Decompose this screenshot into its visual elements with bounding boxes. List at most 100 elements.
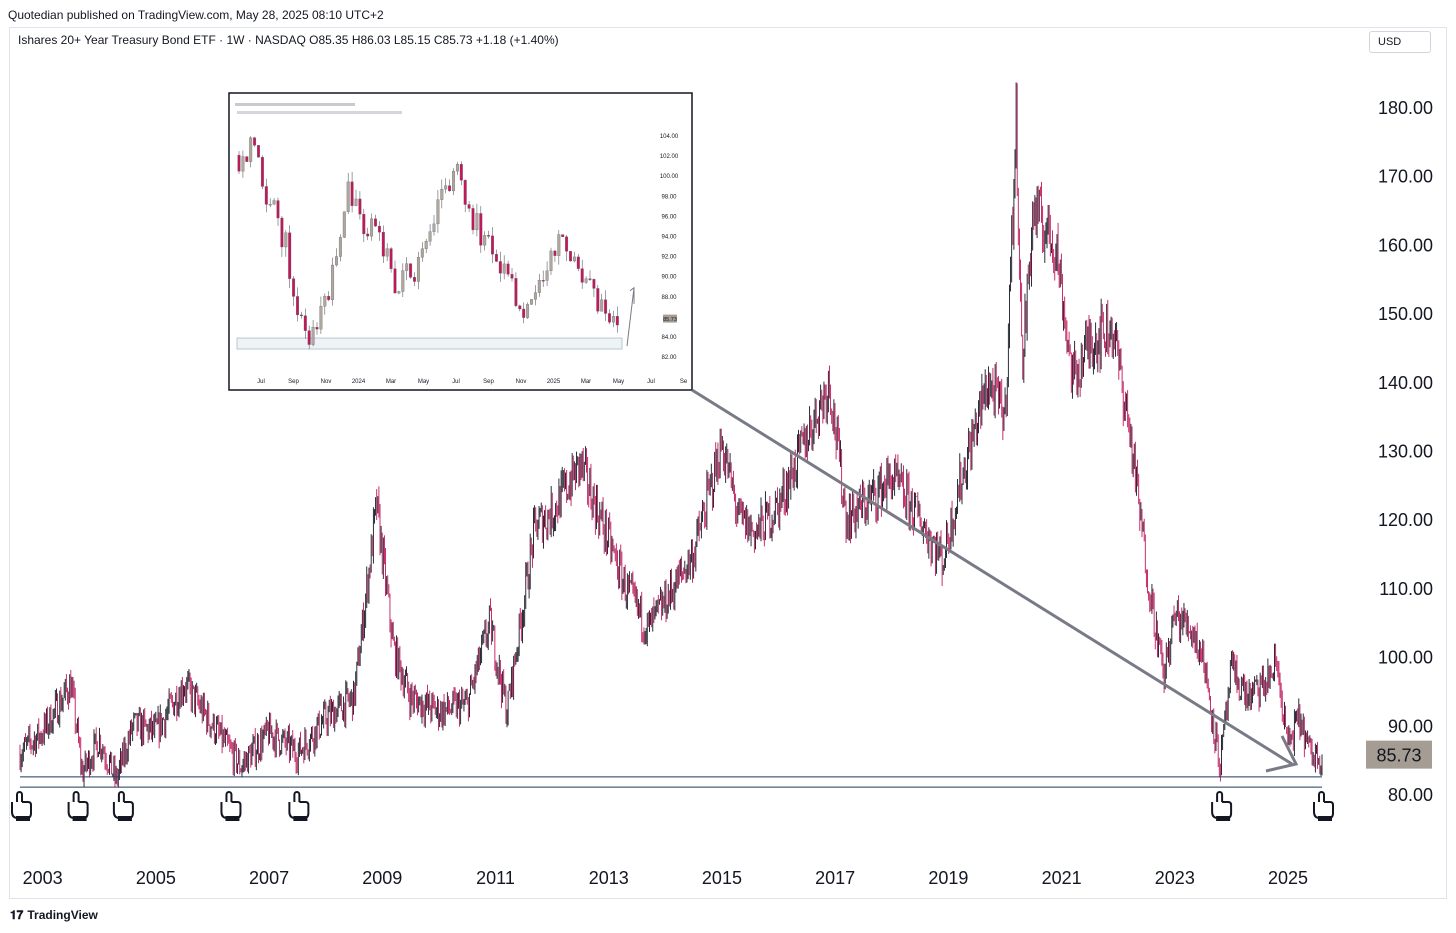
inset-candle-body bbox=[502, 263, 506, 274]
y-tick-label: 80.00 bbox=[1388, 785, 1433, 805]
pointing-hand-icon bbox=[220, 791, 242, 821]
inset-candle-body bbox=[592, 279, 596, 289]
pointing-hand-icon bbox=[1313, 791, 1334, 821]
inset-candle-body bbox=[420, 248, 424, 258]
y-tick-label: 150.00 bbox=[1378, 304, 1433, 324]
inset-candle-body bbox=[537, 280, 541, 293]
inset-candle-body bbox=[604, 299, 608, 314]
inset-candle-body bbox=[381, 232, 385, 257]
inset-candle-body bbox=[584, 278, 588, 283]
x-tick-label: 2021 bbox=[1042, 868, 1082, 888]
inset-candle-body bbox=[541, 280, 545, 282]
hand-palm bbox=[112, 801, 134, 819]
y-tick-label: 160.00 bbox=[1378, 235, 1433, 255]
published-info: Quotedian published on TradingView.com, … bbox=[8, 8, 384, 22]
hand-cuff bbox=[72, 816, 87, 821]
inset-candle-body bbox=[467, 204, 471, 209]
inset-x-tick-label: Se bbox=[680, 379, 688, 385]
inset-y-tick-label: 96.00 bbox=[661, 214, 677, 220]
inset-candle-body bbox=[526, 304, 530, 318]
y-tick-label: 120.00 bbox=[1378, 510, 1433, 530]
inset-candle-body bbox=[385, 248, 389, 257]
trend-arrow bbox=[691, 388, 1293, 766]
hand-cuff bbox=[293, 816, 308, 821]
inset-candle-body bbox=[288, 232, 292, 279]
inset-y-tick-label: 100.00 bbox=[660, 174, 679, 180]
inset-candle-body bbox=[487, 235, 491, 237]
inset-candle-body bbox=[475, 213, 479, 231]
inset-x-tick-label: May bbox=[418, 379, 429, 385]
x-tick-label: 2003 bbox=[23, 868, 63, 888]
inset-candle-body bbox=[389, 248, 393, 269]
inset-candle-body bbox=[580, 268, 584, 283]
y-tick-label: 130.00 bbox=[1378, 442, 1433, 462]
inset-chart: 104.00 102.00 100.00 98.00 96.00 94.00 92.00 90… bbox=[228, 92, 693, 391]
hand-cuff bbox=[117, 816, 132, 821]
inset-y-tick-label: 82.00 bbox=[661, 355, 677, 361]
y-tick-label: 140.00 bbox=[1378, 373, 1433, 393]
inset-x-tick-label: Jul bbox=[647, 379, 655, 385]
symbol-legend[interactable]: Ishares 20+ Year Treasury Bond ETF · 1W … bbox=[18, 33, 559, 47]
hand-cuff bbox=[1318, 816, 1332, 821]
inset-x-tick-label: Nov bbox=[516, 379, 527, 385]
last-price-badge bbox=[1366, 740, 1432, 769]
inset-candle-body bbox=[323, 296, 327, 307]
pointing-hand-icon bbox=[11, 791, 32, 821]
inset-candle-body bbox=[397, 291, 401, 294]
inset-x-tick-label: Mar bbox=[581, 379, 591, 385]
inset-y-tick-label: 92.00 bbox=[661, 255, 677, 261]
inset-candle-body bbox=[315, 327, 319, 330]
inset-candle-body bbox=[374, 218, 377, 227]
hand-cuff bbox=[1216, 816, 1231, 821]
inset-candle-body bbox=[280, 217, 284, 248]
inset-candle-body bbox=[576, 256, 580, 269]
inset-y-tick-label: 90.00 bbox=[661, 275, 677, 281]
inset-x-tick-label: 2025 bbox=[547, 379, 561, 385]
inset-candle-body bbox=[276, 200, 280, 219]
inset-x-tick-label: Nov bbox=[321, 379, 332, 385]
inset-symbol-line bbox=[237, 111, 402, 114]
inset-candle-body bbox=[553, 250, 557, 256]
inset-candle-body bbox=[565, 236, 569, 252]
inset-last-price-label: 85.73 bbox=[663, 317, 677, 323]
hand-palm bbox=[67, 801, 89, 819]
inset-candle-body bbox=[370, 218, 374, 237]
inset-y-tick-label: 102.00 bbox=[660, 154, 679, 160]
inset-candle-body bbox=[268, 203, 272, 206]
inset-candle-body bbox=[600, 299, 604, 312]
currency-selector[interactable]: USD bbox=[1369, 31, 1431, 53]
hand-palm bbox=[220, 801, 242, 819]
inset-candle-body bbox=[377, 225, 381, 233]
inset-candle-body bbox=[393, 268, 397, 294]
y-tick-label: 100.00 bbox=[1378, 648, 1433, 668]
chart-frame bbox=[9, 27, 1447, 899]
x-tick-label: 2019 bbox=[928, 868, 968, 888]
inset-candle-body bbox=[506, 263, 510, 275]
inset-candle-body bbox=[530, 299, 533, 305]
inset-candle-body bbox=[483, 235, 487, 246]
brand-label: TradingView bbox=[27, 908, 98, 922]
inset-candle-body bbox=[307, 330, 311, 345]
inset-candle-body bbox=[350, 181, 354, 206]
inset-candle-body bbox=[452, 170, 455, 192]
inset-candle-body bbox=[596, 288, 600, 312]
hand-palm bbox=[1313, 801, 1334, 819]
inset-candle-body bbox=[522, 308, 526, 318]
y-tick-label: 170.00 bbox=[1378, 167, 1433, 187]
inset-y-tick-label: 88.00 bbox=[661, 295, 677, 301]
pointing-hand-icon bbox=[112, 791, 134, 821]
pointing-hand-icon bbox=[288, 791, 310, 821]
tradingview-brand[interactable]: 𝟏𝟕 TradingView bbox=[10, 908, 98, 923]
inset-candle-body bbox=[436, 199, 440, 225]
inset-candle-body bbox=[588, 278, 592, 280]
inset-candle-body bbox=[608, 313, 611, 323]
inset-x-tick-label: Sep bbox=[288, 379, 299, 385]
inset-candle-body bbox=[561, 234, 565, 237]
inset-candle-body bbox=[479, 213, 483, 246]
inset-x-tick-label: Sep bbox=[483, 379, 494, 385]
x-tick-label: 2017 bbox=[815, 868, 855, 888]
y-tick-label: 90.00 bbox=[1388, 716, 1433, 736]
inset-candle-body bbox=[358, 198, 362, 215]
pointing-hand-icon bbox=[67, 791, 89, 821]
